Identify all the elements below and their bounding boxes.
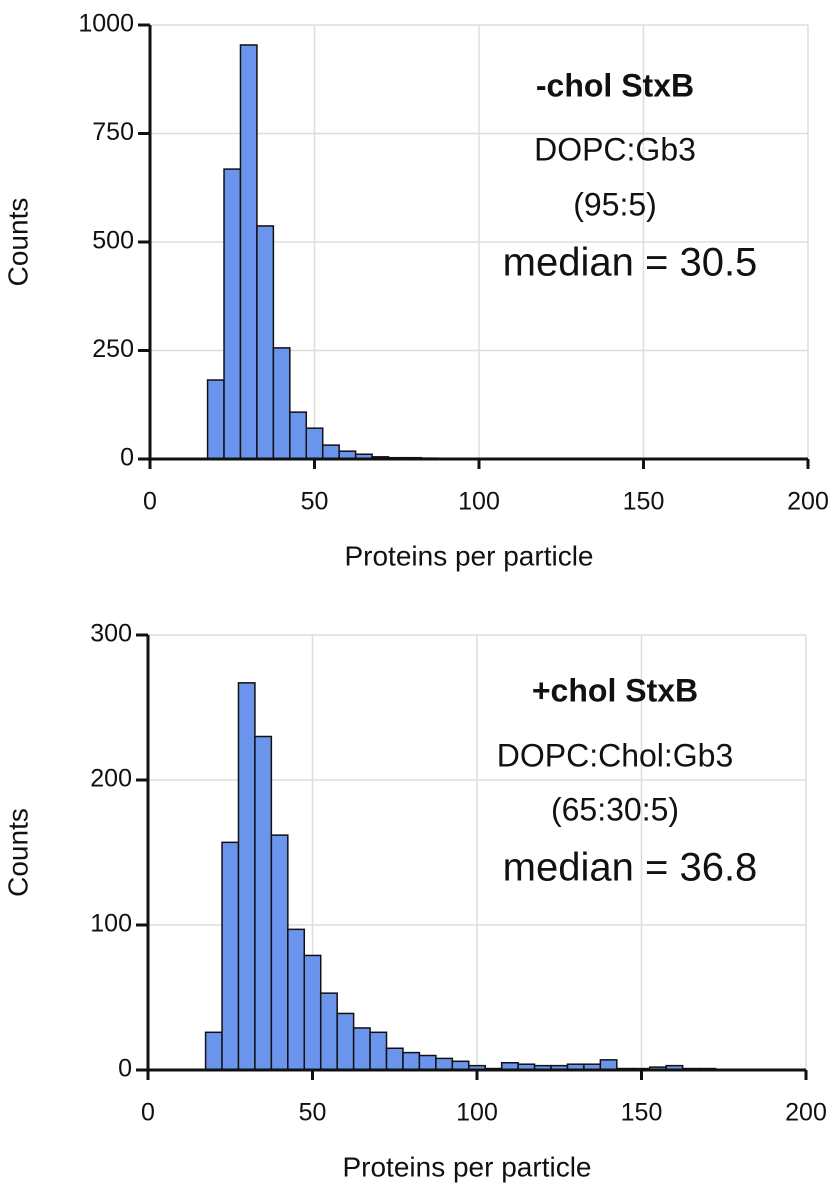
bar <box>272 347 291 460</box>
y-tick-label: 0 <box>118 1055 132 1083</box>
y-tick-label: 750 <box>92 118 134 146</box>
bar <box>385 1047 404 1071</box>
bar <box>352 1027 371 1071</box>
bar <box>221 841 240 1071</box>
annotation: DOPC:Chol:Gb3 <box>497 737 734 773</box>
bar <box>254 735 273 1071</box>
bar <box>204 1031 223 1071</box>
bar <box>321 444 340 460</box>
x-tick-label: 50 <box>299 1099 327 1127</box>
annotation: (95:5) <box>573 186 657 222</box>
y-tick-label: 200 <box>90 765 132 793</box>
x-axis-label: Proteins per particle <box>344 540 593 571</box>
bar <box>336 1012 355 1071</box>
y-axis-label: Counts <box>2 808 33 897</box>
y-tick-label: 500 <box>92 227 134 255</box>
bar <box>287 928 306 1071</box>
bar <box>418 1054 437 1071</box>
x-tick-label: 200 <box>785 1099 827 1127</box>
x-tick-label: 0 <box>143 488 157 516</box>
annotation: DOPC:Gb3 <box>534 131 696 167</box>
bar <box>369 1031 388 1071</box>
bar <box>599 1059 618 1071</box>
bar <box>305 427 324 460</box>
x-tick-label: 100 <box>456 1099 498 1127</box>
bar <box>270 834 289 1071</box>
bar <box>402 1051 421 1071</box>
bar <box>239 44 258 460</box>
y-tick-label: 1000 <box>78 10 134 38</box>
y-tick-label: 100 <box>90 910 132 938</box>
bar <box>435 1057 454 1071</box>
annotation: +chol StxB <box>532 672 698 708</box>
annotation: (65:30:5) <box>551 791 679 827</box>
bar <box>223 168 242 460</box>
annotation: -chol StxB <box>536 67 694 103</box>
bar <box>256 225 275 460</box>
y-tick-label: 300 <box>90 620 132 648</box>
x-tick-label: 150 <box>621 1099 663 1127</box>
bar <box>303 954 322 1071</box>
x-tick-label: 50 <box>301 488 329 516</box>
x-tick-label: 0 <box>141 1099 155 1127</box>
bar <box>206 379 225 460</box>
annotation: median = 36.8 <box>503 846 758 890</box>
y-tick-label: 0 <box>120 444 134 472</box>
x-tick-label: 200 <box>787 488 829 516</box>
x-tick-label: 100 <box>458 488 500 516</box>
annotation: median = 30.5 <box>503 241 758 285</box>
bar <box>319 992 338 1071</box>
y-tick-label: 250 <box>92 335 134 363</box>
x-tick-label: 150 <box>623 488 665 516</box>
bar <box>289 411 308 460</box>
bar <box>237 682 256 1071</box>
y-axis-label: Counts <box>2 198 33 287</box>
x-axis-label: Proteins per particle <box>342 1151 591 1182</box>
